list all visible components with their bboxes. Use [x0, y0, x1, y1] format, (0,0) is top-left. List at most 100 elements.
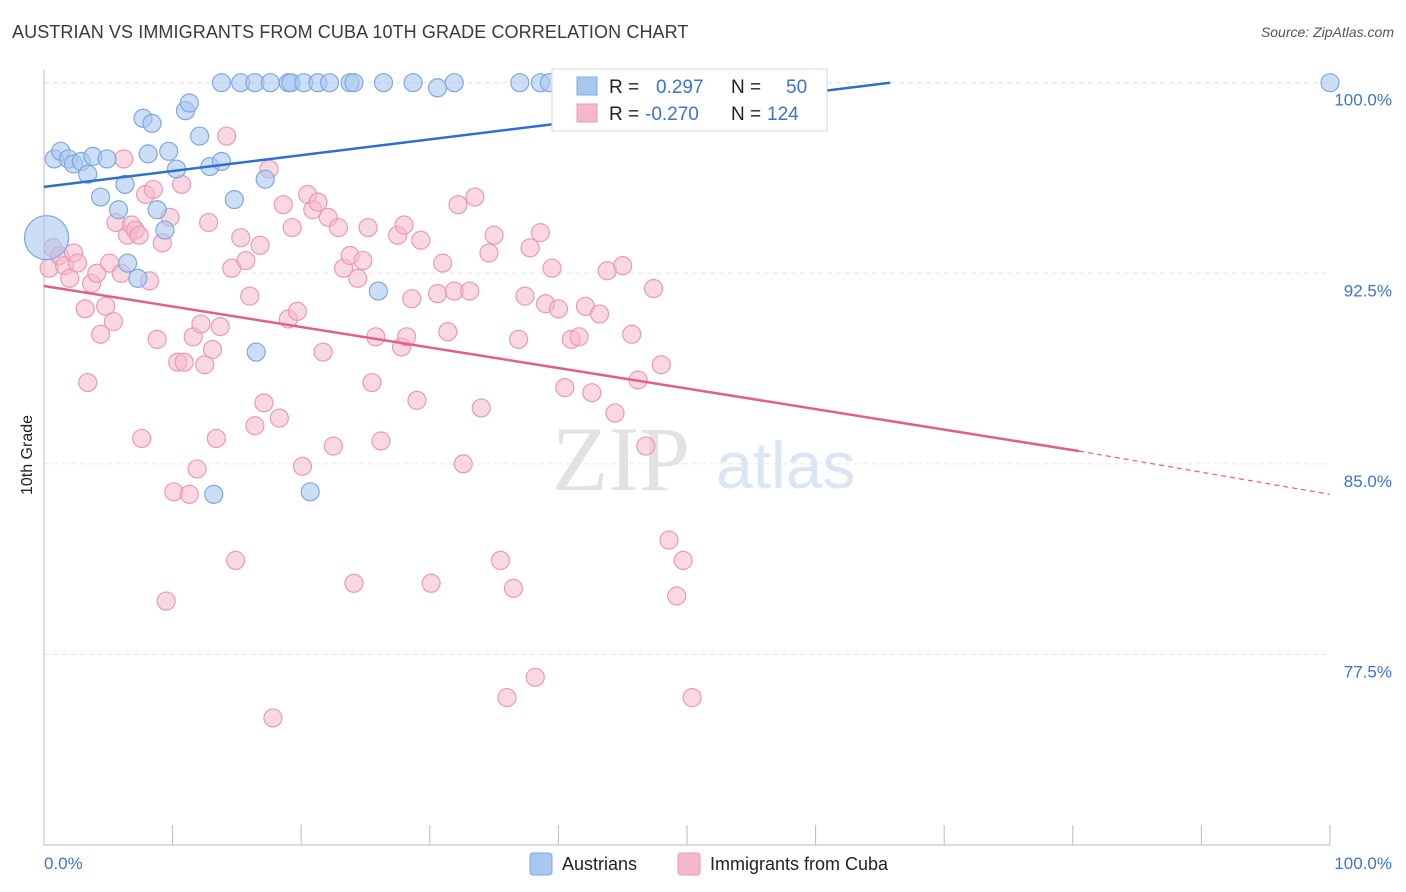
stats-r-value-cuba: -0.270 — [645, 104, 699, 125]
point-cuba — [542, 258, 562, 278]
point-austrians — [444, 73, 464, 93]
point-cuba — [484, 225, 504, 245]
point-cuba — [313, 342, 333, 362]
point-cuba — [147, 329, 167, 349]
point-austrians — [147, 200, 167, 220]
point-austrians — [211, 151, 232, 172]
point-cuba — [179, 484, 199, 504]
point-cuba — [103, 311, 124, 332]
point-cuba — [240, 286, 260, 306]
point-cuba — [348, 268, 368, 288]
stats-box: R = 0.297 N = 50 R = -0.270 N = 124 — [551, 68, 828, 132]
point-austrians — [190, 126, 210, 146]
point-cuba — [421, 573, 441, 593]
stats-swatch-cuba — [576, 103, 598, 123]
point-austrians — [90, 187, 111, 207]
point-cuba — [217, 126, 237, 146]
point-austrians — [300, 482, 320, 502]
point-cuba — [344, 573, 364, 593]
point-cuba — [362, 372, 382, 393]
point-cuba — [60, 268, 80, 288]
y-tick-label: 100.0% — [1334, 91, 1392, 110]
point-cuba — [460, 281, 480, 301]
point-cuba — [250, 235, 270, 255]
point-cuba — [530, 223, 550, 243]
point-cuba — [210, 317, 230, 337]
point-cuba — [589, 304, 610, 324]
point-cuba — [605, 403, 625, 423]
point-cuba — [353, 250, 373, 271]
y-tick-label: 77.5% — [1344, 662, 1392, 681]
point-austrians — [427, 78, 448, 98]
point-austrians — [128, 268, 148, 288]
point-austrians — [373, 73, 394, 93]
point-cuba — [282, 217, 302, 238]
point-cuba — [682, 688, 702, 708]
point-cuba — [287, 301, 307, 321]
y-tick-labels: 77.5% 85.0% 92.5% 100.0% — [1334, 91, 1392, 682]
point-cuba — [471, 398, 491, 418]
point-austrians — [368, 281, 388, 301]
y-tick-label: 85.0% — [1344, 472, 1392, 491]
point-cuba — [569, 327, 589, 347]
point-cuba — [438, 322, 458, 342]
point-cuba — [402, 289, 422, 309]
point-cuba — [520, 238, 540, 258]
point-cuba — [254, 393, 274, 413]
point-cuba — [328, 217, 349, 238]
point-austrians — [23, 215, 70, 261]
y-tick-label: 92.5% — [1344, 281, 1392, 300]
point-austrians — [319, 73, 340, 93]
point-cuba — [143, 179, 163, 200]
stats-n-label-austrians: N = — [731, 77, 761, 98]
stats-r-value-austrians: 0.297 — [656, 77, 704, 98]
point-austrians — [142, 113, 162, 133]
point-cuba — [114, 149, 134, 169]
point-austrians — [155, 220, 175, 240]
stats-r-label-cuba: R = — [609, 104, 639, 125]
legend: Austrians Immigrants from Cuba — [529, 852, 889, 876]
point-cuba — [394, 215, 414, 235]
point-cuba — [78, 372, 98, 393]
point-austrians — [255, 169, 275, 189]
point-austrians — [97, 149, 117, 169]
point-austrians — [108, 200, 129, 220]
point-cuba — [371, 431, 391, 451]
point-cuba — [156, 591, 176, 611]
point-cuba — [643, 278, 664, 299]
point-cuba — [269, 408, 289, 428]
stats-r-label-austrians: R = — [609, 77, 639, 98]
point-cuba — [448, 195, 468, 215]
legend-swatch-cuba — [677, 852, 701, 876]
stats-n-label-cuba: N = — [731, 104, 761, 125]
point-cuba — [292, 456, 313, 476]
point-cuba — [273, 195, 293, 215]
point-austrians — [115, 174, 135, 194]
point-cuba — [206, 428, 226, 449]
watermark-atlas: atlas — [716, 428, 855, 502]
stats-box-frame — [551, 68, 828, 132]
point-cuba — [226, 550, 246, 571]
legend-swatch-austrians — [529, 852, 553, 876]
x-tick-label-min: 0.0% — [44, 854, 83, 873]
trend-line-cuba-extension — [1079, 450, 1331, 495]
point-cuba — [132, 428, 152, 449]
point-cuba — [497, 688, 517, 708]
point-cuba — [90, 324, 111, 344]
point-cuba — [453, 454, 473, 474]
point-cuba — [555, 378, 575, 398]
point-cuba — [622, 324, 642, 344]
stats-swatch-austrians — [576, 76, 598, 96]
point-cuba — [187, 459, 207, 479]
point-cuba — [129, 225, 149, 245]
point-cuba — [427, 284, 448, 304]
point-cuba — [525, 667, 545, 687]
point-cuba — [411, 230, 431, 250]
legend-label-austrians: Austrians — [562, 854, 637, 874]
point-cuba — [490, 550, 511, 571]
point-cuba — [515, 286, 535, 306]
point-cuba — [87, 263, 107, 283]
watermark: ZIP atlas — [552, 408, 855, 510]
point-cuba — [503, 578, 523, 598]
point-cuba — [67, 253, 88, 273]
